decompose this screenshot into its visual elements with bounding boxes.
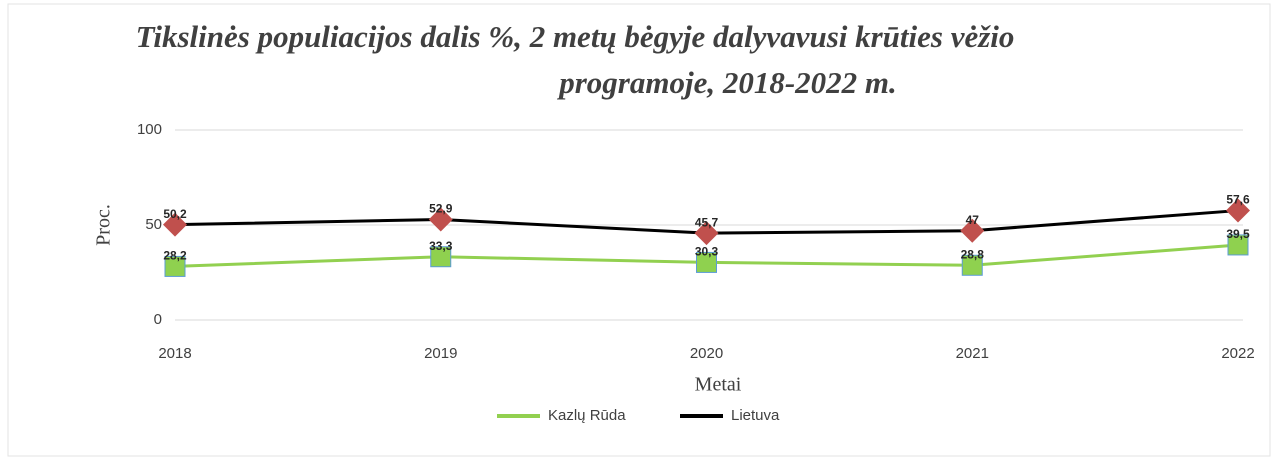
y-tick-label: 50 bbox=[145, 216, 162, 233]
y-tick-label: 0 bbox=[154, 311, 162, 328]
legend-label: Kazlų Rūda bbox=[548, 407, 626, 424]
marker bbox=[696, 251, 717, 273]
x-tick-label: 2018 bbox=[158, 345, 191, 362]
marker bbox=[428, 207, 453, 232]
x-tick-label: 2021 bbox=[956, 345, 989, 362]
data-label: 39,5 bbox=[1226, 227, 1250, 241]
marker bbox=[1227, 234, 1249, 256]
y-tick-label: 100 bbox=[137, 121, 162, 138]
y-axis-label: Proc. bbox=[93, 204, 115, 246]
data-label: 52,9 bbox=[429, 202, 453, 216]
data-label: 50,2 bbox=[163, 207, 187, 221]
data-label: 28,8 bbox=[961, 247, 985, 261]
chart-title: Tikslinės populiacijos dalis %, 2 metų b… bbox=[136, 19, 1015, 54]
x-tick-label: 2022 bbox=[1221, 345, 1254, 362]
x-tick-label: 2020 bbox=[690, 345, 723, 362]
marker bbox=[1226, 198, 1250, 223]
x-tick-label: 2019 bbox=[424, 345, 457, 362]
marker bbox=[960, 218, 985, 243]
data-label: 33,3 bbox=[429, 239, 453, 253]
marker bbox=[694, 221, 719, 246]
marker bbox=[164, 255, 186, 277]
data-label: 57,6 bbox=[1226, 193, 1250, 207]
marker bbox=[430, 246, 452, 268]
marker bbox=[961, 254, 983, 276]
data-label: 28,2 bbox=[163, 249, 187, 263]
chart-title: programoje, 2018-2022 m. bbox=[556, 65, 897, 100]
x-axis-label: Metai bbox=[695, 374, 742, 396]
chart-border bbox=[7, 3, 1271, 457]
legend-label: Lietuva bbox=[731, 407, 780, 424]
data-label: 30,3 bbox=[695, 245, 719, 259]
marker bbox=[163, 212, 187, 237]
data-label: 45,7 bbox=[695, 215, 719, 229]
data-label: 47 bbox=[966, 213, 980, 227]
